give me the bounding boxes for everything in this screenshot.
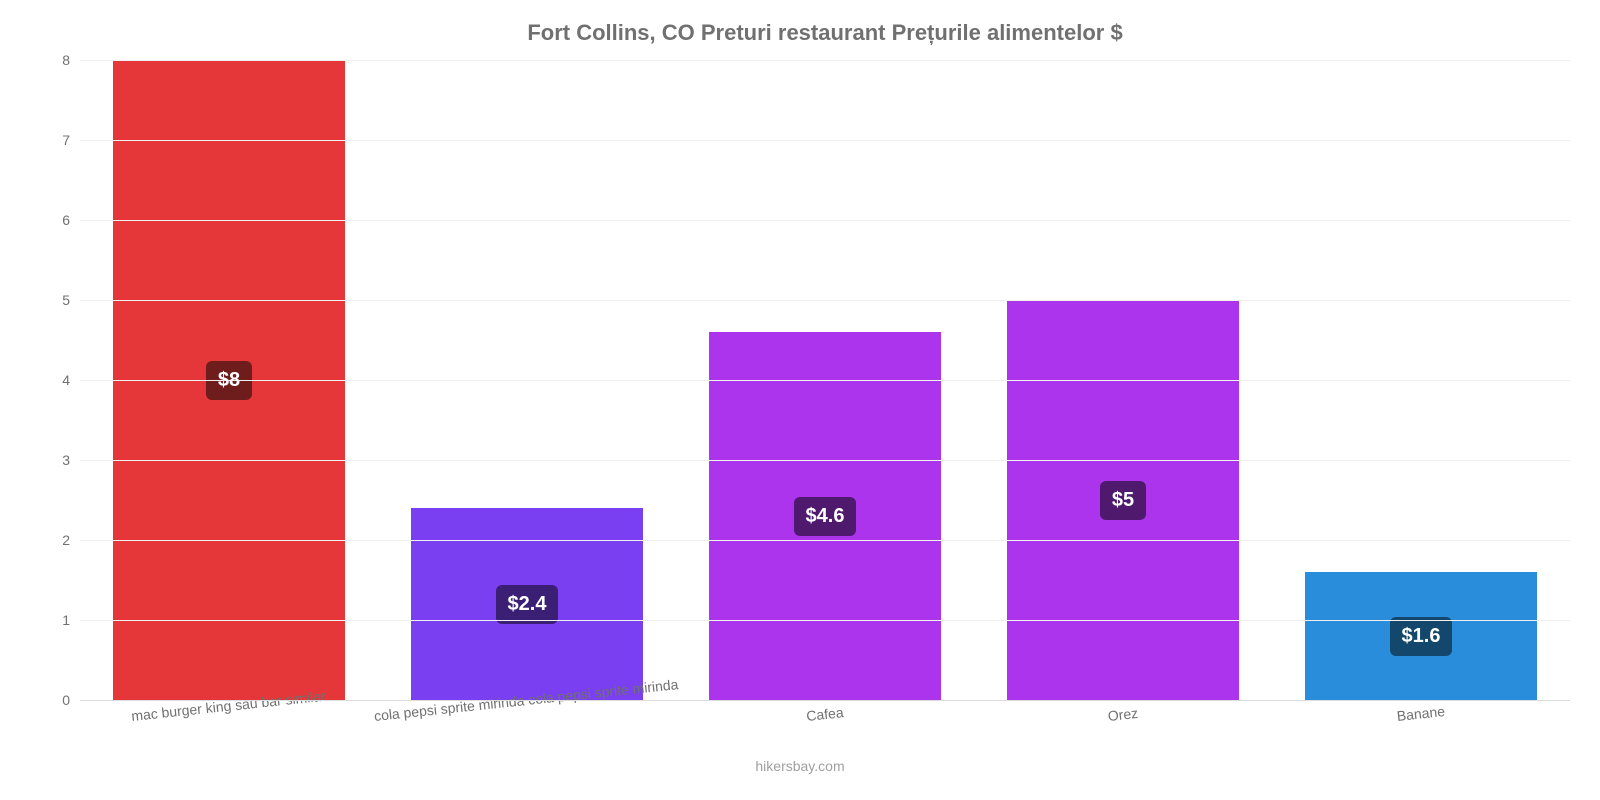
- grid-line: [80, 140, 1570, 141]
- bar-value-label: $1.6: [1390, 617, 1453, 656]
- y-tick-label: 6: [62, 212, 80, 228]
- grid-line: [80, 220, 1570, 221]
- bar-value-label: $2.4: [496, 585, 559, 624]
- y-tick-label: 8: [62, 52, 80, 68]
- y-tick-label: 7: [62, 132, 80, 148]
- bar-value-label: $5: [1100, 481, 1146, 520]
- bar: $4.6: [709, 332, 941, 700]
- y-tick-label: 4: [62, 372, 80, 388]
- chart-title: Fort Collins, CO Preturi restaurant Preț…: [80, 20, 1570, 46]
- grid-line: [80, 380, 1570, 381]
- price-bar-chart: Fort Collins, CO Preturi restaurant Preț…: [0, 0, 1600, 800]
- grid-line: [80, 300, 1570, 301]
- y-tick-label: 3: [62, 452, 80, 468]
- y-tick-label: 2: [62, 532, 80, 548]
- grid-line: [80, 620, 1570, 621]
- y-tick-label: 5: [62, 292, 80, 308]
- bar: $1.6: [1305, 572, 1537, 700]
- x-axis-label: Cafea: [805, 704, 844, 724]
- bar-value-label: $4.6: [794, 497, 857, 536]
- y-tick-label: 1: [62, 612, 80, 628]
- x-axis-label: Orez: [1107, 705, 1139, 724]
- x-axis-label: Banane: [1396, 703, 1446, 724]
- bar: $2.4: [411, 508, 643, 700]
- y-tick-label: 0: [62, 692, 80, 708]
- plot-area: $8mac burger king sau bar similar$2.4col…: [80, 60, 1570, 700]
- grid-line: [80, 540, 1570, 541]
- grid-line: [80, 700, 1570, 701]
- grid-line: [80, 60, 1570, 61]
- watermark: hikersbay.com: [755, 758, 844, 774]
- bar: $5: [1007, 300, 1239, 700]
- grid-line: [80, 460, 1570, 461]
